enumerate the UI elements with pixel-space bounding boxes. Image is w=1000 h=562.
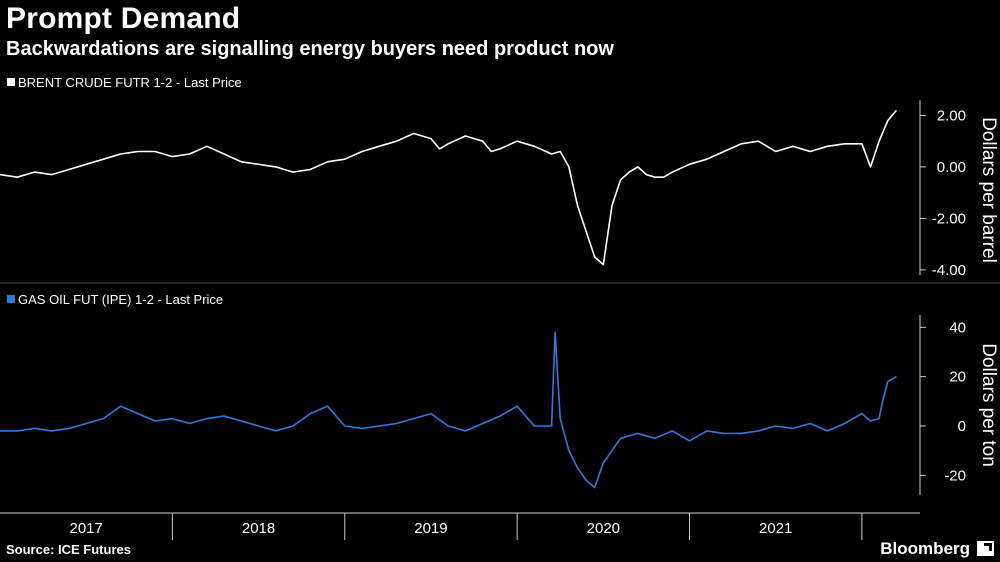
chart-subtitle: Backwardations are signalling energy buy…: [6, 38, 614, 60]
x-tick-label: 2019: [414, 520, 447, 537]
brent-y-tick-label: -4.00: [932, 262, 966, 279]
gasoil-y-axis-title: Dollars per ton: [978, 343, 999, 467]
bloomberg-arrow-icon: [977, 541, 994, 556]
brent-y-tick-label: -2.00: [932, 210, 966, 227]
x-tick-label: 2017: [70, 520, 103, 537]
brent-y-tick-label: 0.00: [937, 159, 966, 176]
x-tick-label: 2018: [242, 520, 275, 537]
brent-ticks: 2.00 0.00 -2.00 -4.00: [920, 107, 966, 279]
source-note: Source: ICE Futures: [6, 542, 131, 557]
brent-legend-swatch: [7, 78, 15, 86]
series-layer: [0, 109, 898, 489]
gasoil-y-tick-label: -20: [944, 467, 966, 484]
chart-title: Prompt Demand: [6, 2, 241, 35]
x-tick-label: 2020: [587, 520, 620, 537]
brent-y-axis-title: Dollars per barrel: [978, 117, 999, 263]
x-tick-label: 2021: [759, 520, 792, 537]
gasoil-y-tick-label: 40: [949, 319, 966, 336]
bloomberg-logo: Bloomberg: [880, 539, 970, 558]
gasoil-legend-label: GAS OIL FUT (IPE) 1-2 - Last Price: [18, 292, 223, 307]
gasoil-legend-swatch: [7, 295, 15, 303]
gasoil-ticks: 40 20 0 -20: [920, 319, 966, 484]
gasoil-y-tick-label: 0: [958, 418, 966, 435]
brent-series-line: [0, 109, 898, 266]
x-ticks: 2017 2018 2019 2020 2021: [70, 513, 863, 540]
brent-y-tick-label: 2.00: [937, 107, 966, 124]
brent-legend-label: BRENT CRUDE FUTR 1-2 - Last Price: [18, 75, 242, 90]
gasoil-series-line: [0, 331, 897, 489]
gasoil-y-tick-label: 20: [949, 369, 966, 386]
